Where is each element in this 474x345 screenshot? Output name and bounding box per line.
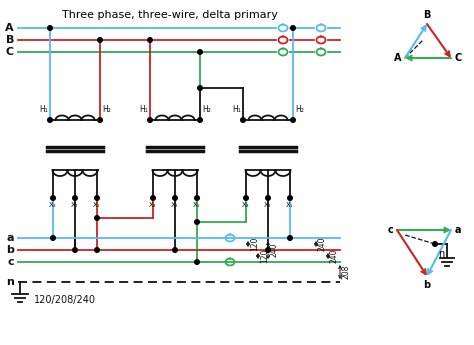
Text: b: b xyxy=(6,245,14,255)
Circle shape xyxy=(95,248,99,252)
Text: H₂: H₂ xyxy=(202,105,211,114)
Text: X₃: X₃ xyxy=(49,202,57,208)
Text: n: n xyxy=(438,249,444,259)
Text: 240: 240 xyxy=(270,243,279,257)
Circle shape xyxy=(73,248,77,252)
Circle shape xyxy=(48,118,52,122)
Text: 208: 208 xyxy=(342,265,351,279)
Text: X₃: X₃ xyxy=(149,202,157,208)
Circle shape xyxy=(291,118,295,122)
Circle shape xyxy=(288,196,292,200)
Circle shape xyxy=(244,196,248,200)
Text: Three phase, three-wire, delta primary: Three phase, three-wire, delta primary xyxy=(62,10,278,20)
Circle shape xyxy=(198,50,202,54)
Text: c: c xyxy=(387,225,393,235)
Text: X₃: X₃ xyxy=(242,202,250,208)
Circle shape xyxy=(98,118,102,122)
Text: X₁: X₁ xyxy=(193,202,201,208)
Circle shape xyxy=(173,248,177,252)
Text: 240: 240 xyxy=(330,249,339,263)
Text: H₁: H₁ xyxy=(232,105,241,114)
Text: c: c xyxy=(8,257,14,267)
Text: H₁: H₁ xyxy=(139,105,148,114)
Text: H₁: H₁ xyxy=(39,105,48,114)
Text: n: n xyxy=(6,277,14,287)
Text: H₂: H₂ xyxy=(102,105,111,114)
Text: 120: 120 xyxy=(250,237,259,251)
Circle shape xyxy=(95,216,99,220)
Text: X₁: X₁ xyxy=(93,202,101,208)
Text: A: A xyxy=(5,23,14,33)
Circle shape xyxy=(288,236,292,240)
Text: b: b xyxy=(423,280,430,290)
Circle shape xyxy=(195,260,199,264)
Circle shape xyxy=(51,196,55,200)
Text: X₂: X₂ xyxy=(71,202,79,208)
Text: C: C xyxy=(6,47,14,57)
Circle shape xyxy=(195,220,199,224)
Text: a: a xyxy=(455,225,462,235)
Text: 240: 240 xyxy=(318,237,327,251)
Circle shape xyxy=(291,26,295,30)
Circle shape xyxy=(95,196,99,200)
Circle shape xyxy=(173,196,177,200)
Text: B: B xyxy=(6,35,14,45)
Circle shape xyxy=(151,196,155,200)
Text: X₂: X₂ xyxy=(171,202,179,208)
Circle shape xyxy=(266,196,270,200)
Text: 120/208/240: 120/208/240 xyxy=(34,295,96,305)
Text: a: a xyxy=(7,233,14,243)
Circle shape xyxy=(433,242,438,246)
Text: X₁: X₁ xyxy=(286,202,294,208)
Circle shape xyxy=(266,248,270,252)
Circle shape xyxy=(148,38,152,42)
Circle shape xyxy=(198,118,202,122)
Circle shape xyxy=(51,236,55,240)
Circle shape xyxy=(48,26,52,30)
Text: C: C xyxy=(455,53,462,63)
Text: A: A xyxy=(393,53,401,63)
Circle shape xyxy=(148,118,152,122)
Text: B: B xyxy=(423,10,431,20)
Circle shape xyxy=(198,86,202,90)
Circle shape xyxy=(195,196,199,200)
Text: H₂: H₂ xyxy=(295,105,304,114)
Text: 120: 120 xyxy=(260,249,269,263)
Circle shape xyxy=(241,118,246,122)
Circle shape xyxy=(98,38,102,42)
Circle shape xyxy=(73,196,77,200)
Text: X₂: X₂ xyxy=(264,202,272,208)
